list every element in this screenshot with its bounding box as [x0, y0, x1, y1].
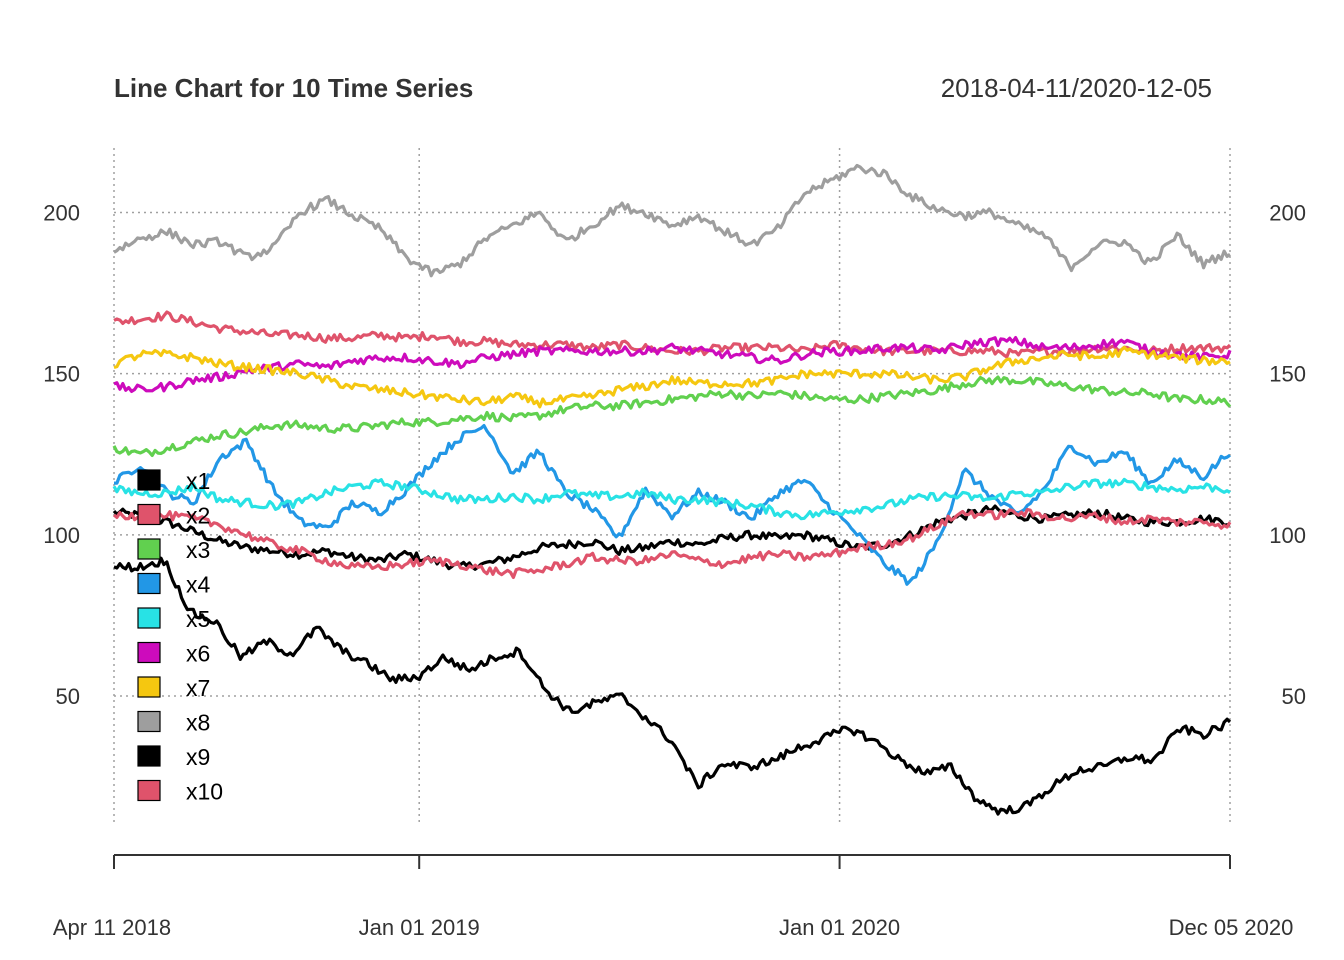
- legend-label-x8: x8: [186, 710, 210, 736]
- series-line-x8: [113, 163, 1231, 278]
- legend-swatch-x6: [137, 641, 161, 664]
- y-tick-label-right: 200: [1269, 200, 1306, 225]
- legend-label-x9: x9: [186, 744, 210, 770]
- series-line-x10: [112, 507, 1232, 580]
- y-tick-label-left: 200: [43, 200, 80, 225]
- legend-label-x2: x2: [186, 503, 210, 529]
- series-line-x7: [113, 345, 1231, 409]
- x-tick-label: Jan 01 2019: [359, 915, 480, 940]
- legend-swatch-x3: [137, 538, 161, 560]
- date-range-label: 2018-04-11/2020-12-05: [941, 73, 1212, 103]
- y-tick-label-right: 50: [1282, 684, 1306, 709]
- series-line-x9: [113, 556, 1232, 816]
- y-tick-label-right: 150: [1269, 362, 1306, 387]
- series-lines: [112, 163, 1232, 816]
- legend-swatch-x9: [137, 745, 161, 767]
- legend-label-x1: x1: [186, 468, 210, 494]
- legend-label-x10: x10: [186, 779, 223, 805]
- y-tick-label-left: 100: [43, 523, 80, 548]
- legend-swatch-x1: [137, 469, 161, 491]
- y-tick-label-right: 100: [1269, 523, 1306, 548]
- legend-swatch-x4: [137, 572, 161, 595]
- legend-label-x5: x5: [186, 606, 210, 632]
- axes: 50 50 100 100 150 150 200 200 Apr 11 2018 Jan 01 …: [43, 200, 1306, 940]
- series-line-x4: [113, 424, 1231, 586]
- legend-swatch-x8: [137, 710, 161, 733]
- legend-label-x3: x3: [186, 537, 210, 563]
- legend-swatch-x2: [137, 503, 161, 526]
- legend-label-x6: x6: [186, 641, 210, 667]
- y-tick-label-left: 150: [43, 362, 80, 387]
- legend-label-x7: x7: [186, 675, 210, 701]
- legend: x1 x2 x3 x4 x5 x6 x7 x8 x9 x10: [137, 468, 223, 805]
- legend-swatch-x10: [137, 779, 161, 802]
- series-line-x5: [112, 477, 1231, 521]
- x-tick-label: Apr 11 2018: [53, 915, 171, 940]
- y-tick-label-left: 50: [56, 684, 80, 709]
- x-tick-label: Jan 01 2020: [779, 915, 900, 940]
- x-tick-label: Dec 05 2020: [1169, 915, 1294, 940]
- legend-swatch-x7: [137, 676, 161, 698]
- legend-label-x4: x4: [186, 572, 211, 598]
- series-line-x3: [112, 375, 1232, 457]
- chart-title: Line Chart for 10 Time Series: [114, 73, 473, 103]
- series-line-x6: [113, 336, 1232, 393]
- legend-swatch-x5: [137, 607, 161, 629]
